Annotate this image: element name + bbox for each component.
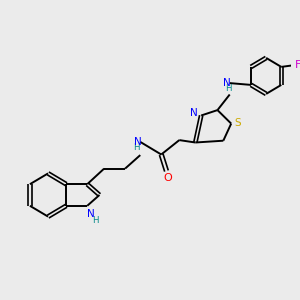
Text: N: N	[87, 209, 95, 219]
Text: H: H	[225, 84, 232, 93]
Text: H: H	[133, 143, 140, 152]
Text: F: F	[295, 60, 300, 70]
Text: N: N	[223, 78, 231, 88]
Text: S: S	[235, 118, 242, 128]
Text: H: H	[92, 216, 99, 225]
Text: O: O	[164, 172, 172, 183]
Text: N: N	[190, 108, 198, 118]
Text: N: N	[134, 137, 142, 147]
